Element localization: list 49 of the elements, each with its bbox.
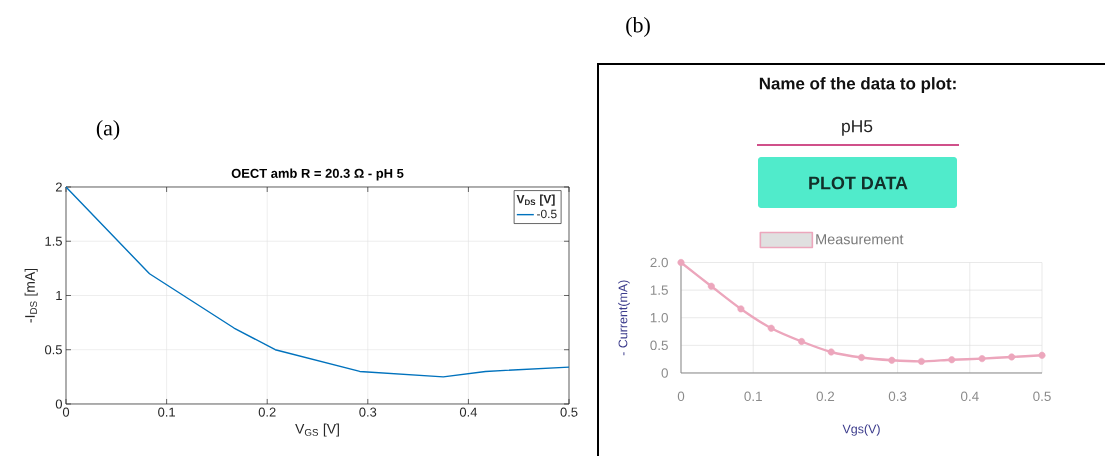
point	[917, 357, 925, 365]
point	[737, 305, 745, 313]
y-tick-label: 1.5	[650, 285, 668, 295]
x-tick-label: 0.4	[459, 407, 478, 417]
x-tick-label: 0.1	[158, 407, 175, 417]
x-axis-title: Vgs(V)	[842, 424, 880, 436]
x-tick-label: 0	[62, 407, 70, 417]
point	[888, 356, 896, 364]
y-tick-label: 0	[55, 399, 62, 409]
text: pH5	[842, 120, 873, 136]
x-tick-label: 0.4	[960, 391, 979, 402]
y-tick-label: 1.5	[45, 236, 62, 246]
x-tick-label: 0	[677, 391, 685, 402]
x-tick-label: 0.1	[744, 391, 762, 402]
text: (b)	[626, 17, 650, 37]
text: PLOT DATA	[809, 176, 908, 190]
x-axis-title: V$_{GS}$ [V]	[295, 423, 339, 437]
point	[767, 324, 775, 332]
y-tick-label: 2.0	[650, 257, 668, 268]
x-tick-label: 0.5	[1033, 391, 1051, 402]
legend-title: V$_{DS}$ [V]	[516, 194, 555, 206]
point	[858, 354, 865, 362]
point	[978, 355, 986, 363]
x-tick-label: 0.2	[258, 407, 276, 417]
x-tick-label: 0.3	[359, 407, 377, 417]
point	[827, 348, 835, 356]
legend-label: -0.5	[537, 209, 557, 219]
x-tick-label: 0.5	[560, 407, 578, 417]
y-tick-label: 2	[55, 182, 62, 192]
y-tick-label: 0.5	[650, 340, 668, 351]
y-axis-title: -I$_{DS}$ [mA]	[24, 268, 38, 323]
point	[798, 337, 806, 345]
y-tick-label: 0	[661, 368, 668, 378]
y-tick-label: 0.5	[44, 345, 62, 355]
x-tick-label: 0.3	[888, 391, 907, 402]
x-tick-label: 0.2	[816, 391, 835, 402]
point	[948, 356, 956, 364]
line-series	[65, 186, 570, 378]
point	[1038, 351, 1046, 359]
point	[1008, 353, 1016, 361]
text: Name of the data to plot:	[759, 77, 956, 93]
legend-label: Measurement	[816, 234, 904, 245]
point	[707, 282, 715, 290]
chart-title: OECT amb R = 20.3 Ω - pH 5	[231, 168, 404, 181]
y-axis-title: - Current(mA)	[618, 280, 630, 356]
point	[677, 258, 685, 266]
y-tick-label: 1	[56, 291, 62, 300]
text: (a)	[96, 120, 120, 140]
y-tick-label: 1.0	[650, 312, 668, 323]
